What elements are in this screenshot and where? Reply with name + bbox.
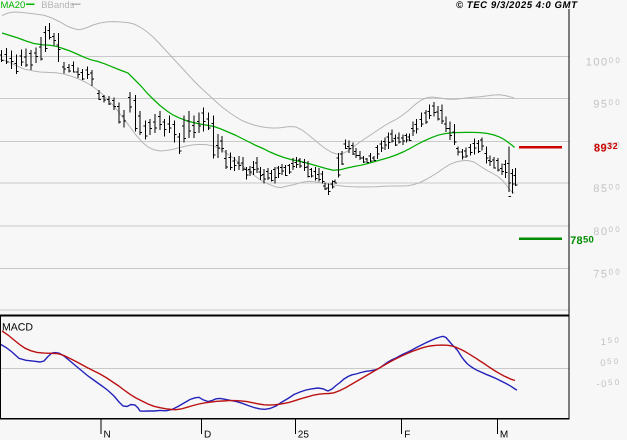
svg-text:MACD: MACD [2,321,33,333]
svg-text:7850: 7850 [570,235,594,247]
svg-text:050: 050 [600,357,620,369]
svg-text:BBands: BBands [41,0,75,11]
svg-text:F: F [404,430,410,440]
svg-text:D: D [204,430,211,440]
svg-text:150: 150 [601,336,621,348]
svg-text:© TEC 9/3/2025 4:0 GMT: © TEC 9/3/2025 4:0 GMT [456,0,578,11]
svg-text:MA20: MA20 [1,0,26,11]
svg-text:25: 25 [298,430,310,440]
svg-text:N: N [104,430,111,440]
svg-text:-050: -050 [597,378,622,390]
svg-text:M: M [500,430,508,440]
